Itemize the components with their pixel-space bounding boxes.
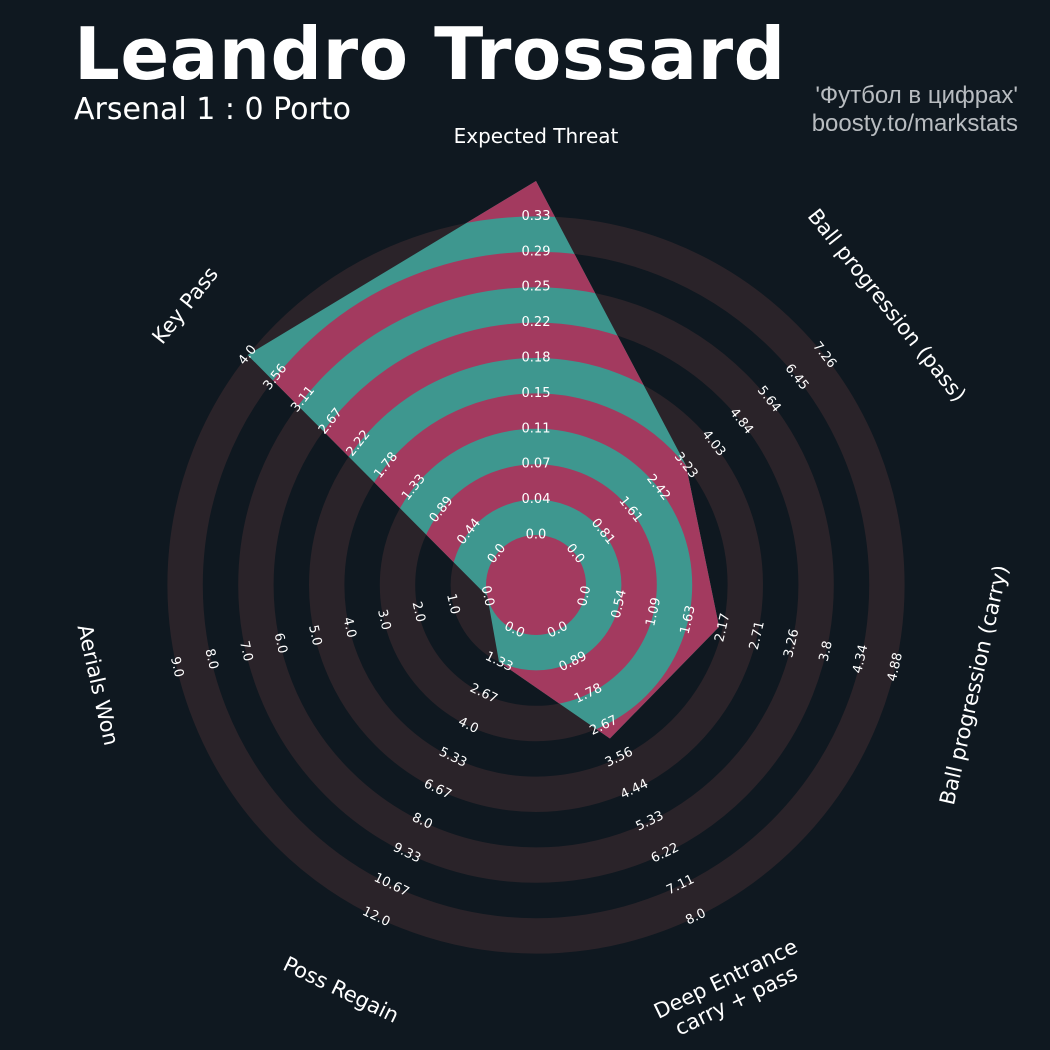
- credit-block: 'Футбол в цифрах' boosty.to/markstats: [812, 82, 1018, 138]
- tick-label: 2.17: [712, 612, 733, 644]
- tick-label: 4.88: [885, 651, 906, 683]
- axis-label-line: Poss Regain: [279, 952, 402, 1028]
- tick-label: 3.8: [817, 640, 836, 664]
- tick-label: 0.25: [522, 280, 551, 295]
- axis-label-line: Aerials Won: [73, 622, 124, 748]
- tick-label: 0.04: [522, 492, 551, 507]
- tick-label: 0.07: [522, 457, 551, 472]
- axis-label-line: Key Pass: [147, 262, 223, 348]
- radar-polygon-bands: [132, 181, 940, 989]
- axis-label: Poss Regain: [279, 952, 402, 1028]
- axis-label-line: Expected Threat: [454, 124, 619, 148]
- credit-line-1: 'Футбол в цифрах': [815, 82, 1018, 109]
- tick-label: 2.0: [409, 600, 428, 624]
- tick-label: 3.26: [781, 628, 802, 660]
- tick-label: 5.0: [305, 624, 324, 648]
- tick-label: 1.0: [443, 592, 462, 616]
- tick-label: 4.0: [340, 616, 359, 640]
- tick-label: 7.0: [236, 640, 255, 664]
- tick-label: 0.0: [575, 584, 594, 608]
- radar-polygon-band: [486, 535, 586, 635]
- credit-line-2: boosty.to/markstats: [811, 110, 1018, 137]
- tick-label: 1.63: [678, 604, 699, 636]
- tick-label: 6.0: [271, 632, 290, 656]
- tick-label: 0.11: [522, 421, 551, 436]
- chart-title: Leandro Trossard: [74, 12, 786, 96]
- axis-label: Key Pass: [147, 262, 223, 348]
- tick-label: 4.34: [850, 643, 871, 675]
- tick-label: 0.29: [522, 244, 551, 259]
- tick-label: 3.0: [374, 608, 393, 632]
- tick-label: 0.0: [478, 584, 497, 608]
- radar-polygon-band: [202, 251, 870, 919]
- radar-polygon-band: [273, 322, 799, 848]
- tick-label: 0.15: [522, 386, 551, 401]
- axis-label: Aerials Won: [73, 622, 124, 748]
- radar-polygon-band: [415, 464, 657, 706]
- tick-label: 8.0: [202, 647, 221, 671]
- tick-label: 0.54: [609, 588, 630, 620]
- axis-label: Ball progression (carry): [935, 563, 1013, 807]
- radar-polygon-band: [344, 393, 728, 777]
- axis-label: Expected Threat: [454, 124, 619, 148]
- axis-label-line: Ball progression (carry): [935, 563, 1013, 807]
- tick-label: 0.22: [522, 315, 551, 330]
- radar-polygon-band: [132, 181, 940, 989]
- tick-label: 0.0: [526, 528, 547, 543]
- tick-label: 9.0: [167, 655, 186, 679]
- tick-label: 1.09: [643, 596, 664, 628]
- tick-label: 0.18: [522, 351, 551, 366]
- radar-polygon-layer: [132, 181, 940, 989]
- chart-subtitle: Arsenal 1 : 0 Porto: [74, 92, 351, 127]
- tick-label: 2.71: [747, 620, 768, 652]
- tick-label: 0.33: [522, 209, 551, 224]
